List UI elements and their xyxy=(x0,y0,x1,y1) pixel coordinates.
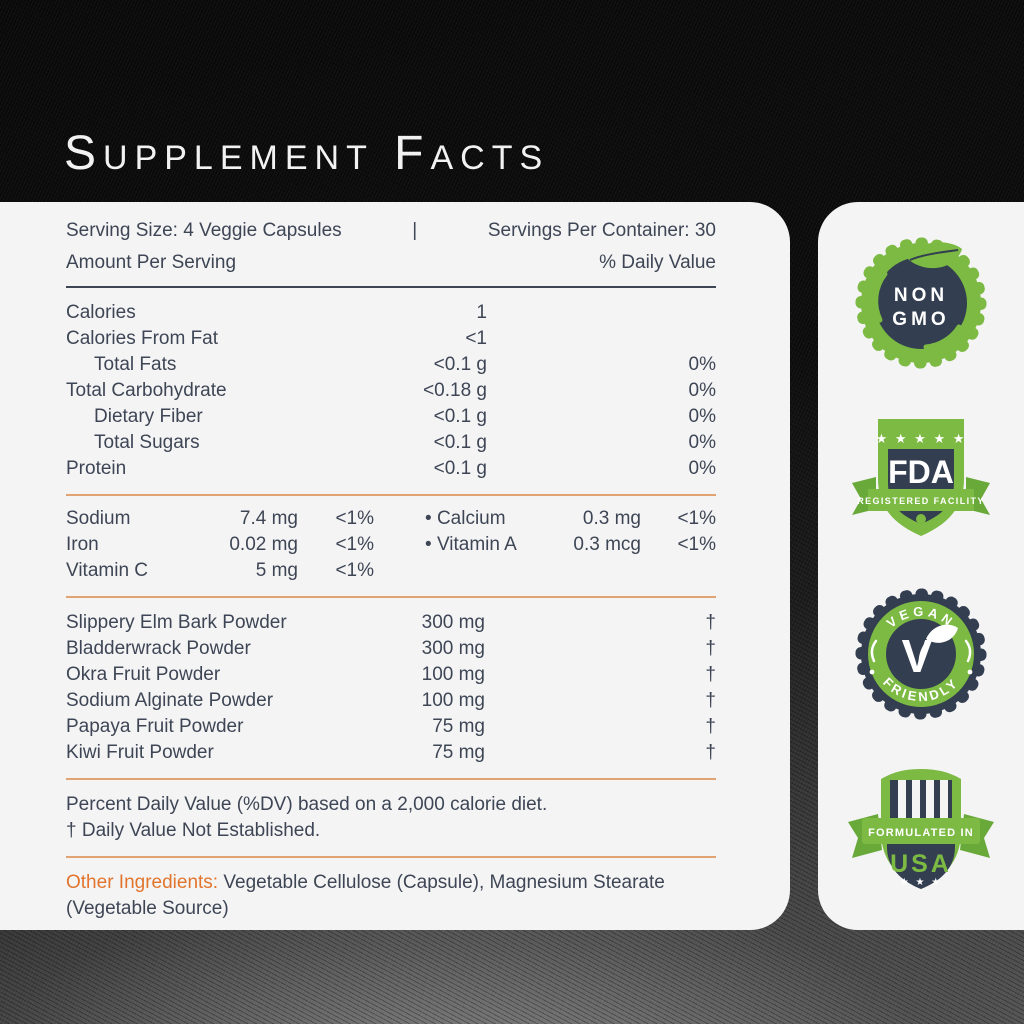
svg-text:REGISTERED FACILITY: REGISTERED FACILITY xyxy=(857,496,985,506)
svg-text:FDA: FDA xyxy=(888,454,954,490)
serving-size: Serving Size: 4 Veggie Capsules xyxy=(66,220,342,241)
table-row: Kiwi Fruit Powder 75 mg † xyxy=(66,742,716,763)
svg-text:★ ★ ★ ★ ★: ★ ★ ★ ★ ★ xyxy=(876,431,967,446)
vegan-friendly-badge: VEGAN FRIENDLY V xyxy=(846,579,996,729)
bullet: • xyxy=(425,534,432,555)
non-gmo-badge: NON GMO xyxy=(846,228,996,378)
svg-text:FORMULATED IN: FORMULATED IN xyxy=(868,827,974,839)
table-row: Calories 1 xyxy=(66,302,487,323)
formulated-in-usa-badge: FORMULATED IN USA ★ ★ ★ xyxy=(846,754,996,904)
table-row: Iron 0.02 mg <1% • Vitamin A 0.3 mcg <1% xyxy=(66,534,716,555)
table-row: Total Fats <0.1 g 0% xyxy=(94,354,716,375)
table-row: Vitamin C 5 mg <1% xyxy=(66,560,374,581)
footnote-dagger: † Daily Value Not Established. xyxy=(66,820,321,841)
table-row: Sodium Alginate Powder 100 mg † xyxy=(66,690,716,711)
servings-per-container: Servings Per Container: 30 xyxy=(487,220,716,241)
nutrition-section: Calories 1 Calories From Fat <1 Total Fa… xyxy=(66,300,716,482)
serving-row: Serving Size: 4 Veggie Capsules | Servin… xyxy=(66,218,716,244)
table-row: Calories From Fat <1 xyxy=(66,328,487,349)
amount-per-serving-header: Amount Per Serving xyxy=(66,252,237,273)
table-row: Slippery Elm Bark Powder 300 mg † xyxy=(66,612,716,633)
other-ingredients-text: Vegetable Cellulose (Capsule), Magnesium… xyxy=(66,872,665,919)
svg-text:USA: USA xyxy=(890,850,952,878)
section-divider xyxy=(66,856,716,858)
svg-text:GMO: GMO xyxy=(892,309,949,330)
footnote-dv: Percent Daily Value (%DV) based on a 2,0… xyxy=(66,794,548,815)
section-divider xyxy=(66,778,716,780)
ingredients-section: Slippery Elm Bark Powder 300 mg † Bladde… xyxy=(66,610,716,766)
supplement-facts-panel: Serving Size: 4 Veggie Capsules | Servin… xyxy=(0,202,790,930)
non-gmo-icon: NON GMO xyxy=(855,237,987,369)
bullet: • xyxy=(425,508,432,529)
table-row: Okra Fruit Powder 100 mg † xyxy=(66,664,716,685)
header-divider xyxy=(66,286,716,288)
table-row: Papaya Fruit Powder 75 mg † xyxy=(66,716,716,737)
svg-text:★ ★ ★: ★ ★ ★ xyxy=(900,877,942,888)
other-ingredients-label: Other Ingredients: xyxy=(66,872,219,893)
minerals-section: Sodium 7.4 mg <1% • Calcium 0.3 mg <1% I… xyxy=(66,506,716,584)
table-row: Dietary Fiber <0.1 g 0% xyxy=(94,406,716,427)
svg-text:NON: NON xyxy=(894,285,948,306)
table-row: Total Sugars <0.1 g 0% xyxy=(94,432,716,453)
vegan-friendly-icon: VEGAN FRIENDLY V xyxy=(855,588,987,720)
fda-badge: ★ ★ ★ ★ ★ FDA REGISTERED FACILITY xyxy=(846,403,996,553)
section-divider xyxy=(66,494,716,496)
footnotes: Percent Daily Value (%DV) based on a 2,0… xyxy=(66,792,716,844)
usa-icon: FORMULATED IN USA ★ ★ ★ xyxy=(848,769,994,890)
section-divider xyxy=(66,596,716,598)
fda-icon: ★ ★ ★ ★ ★ FDA REGISTERED FACILITY xyxy=(852,419,990,537)
table-row: Sodium 7.4 mg <1% • Calcium 0.3 mg <1% xyxy=(66,508,716,529)
badge-panel: NON GMO ★ ★ ★ ★ ★ FDA REGISTERED FACILIT… xyxy=(818,202,1024,930)
other-ingredients: Other Ingredients: Vegetable Cellulose (… xyxy=(66,870,716,922)
table-row: Protein <0.1 g 0% xyxy=(66,458,716,479)
daily-value-header: % Daily Value xyxy=(599,252,716,273)
column-header-row: Amount Per Serving % Daily Value xyxy=(66,250,716,276)
table-row: Total Carbohydrate <0.18 g 0% xyxy=(66,380,716,401)
table-row: Bladderwrack Powder 300 mg † xyxy=(66,638,716,659)
page-title: Supplement Facts xyxy=(64,127,550,180)
serving-separator: | xyxy=(412,220,418,241)
